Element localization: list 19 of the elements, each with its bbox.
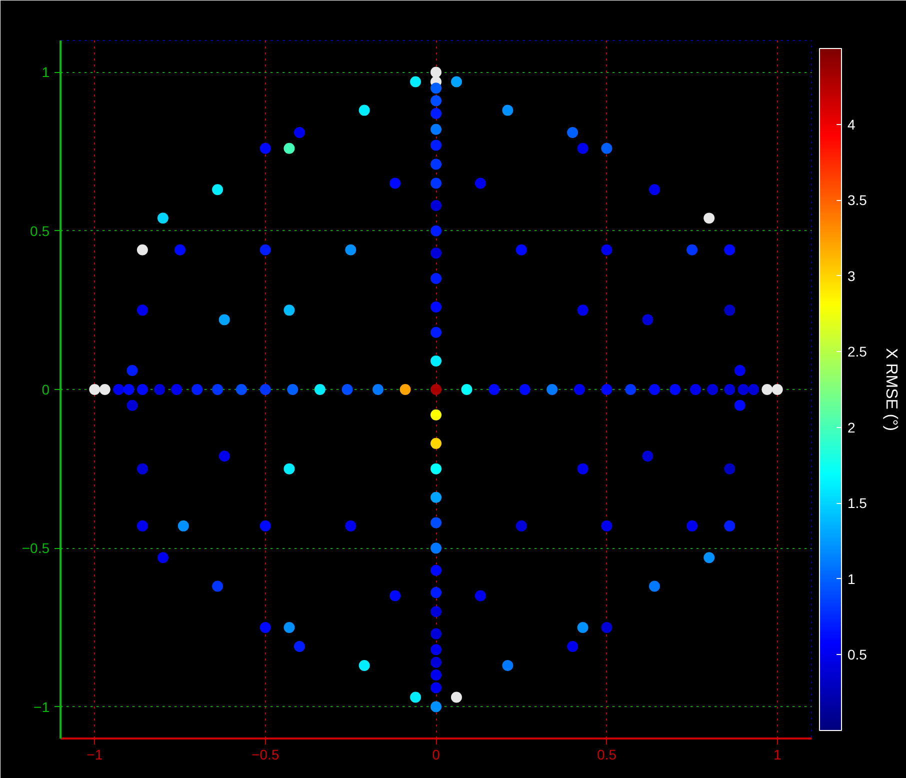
- color-bar-label: 2: [848, 419, 856, 436]
- color-bar-title: X RMSE (°): [882, 348, 900, 431]
- x-tick-label: 0.5: [596, 746, 617, 762]
- color-bar-label: 0.5: [848, 646, 868, 663]
- color-bar-label: 3.5: [848, 192, 868, 208]
- y-tick-label: −1: [34, 698, 50, 715]
- color-bar-label: 2.5: [848, 344, 868, 360]
- y-tick-label: −0.5: [22, 540, 50, 556]
- x-tick-label: 0: [432, 746, 440, 762]
- color-bar-label: 4: [848, 116, 856, 132]
- color-bar-label: 3: [848, 268, 856, 284]
- y-tick-label: 0: [42, 382, 50, 398]
- x-tick-label: −1: [86, 746, 103, 762]
- y-tick-label: 0.5: [30, 222, 50, 239]
- y-tick-label: 1: [42, 64, 50, 80]
- x-tick-label: −0.5: [252, 746, 280, 762]
- x-tick-label: 1: [773, 746, 782, 762]
- color-bar-label: 1: [848, 570, 856, 587]
- color-bar-label: 1.5: [848, 495, 868, 512]
